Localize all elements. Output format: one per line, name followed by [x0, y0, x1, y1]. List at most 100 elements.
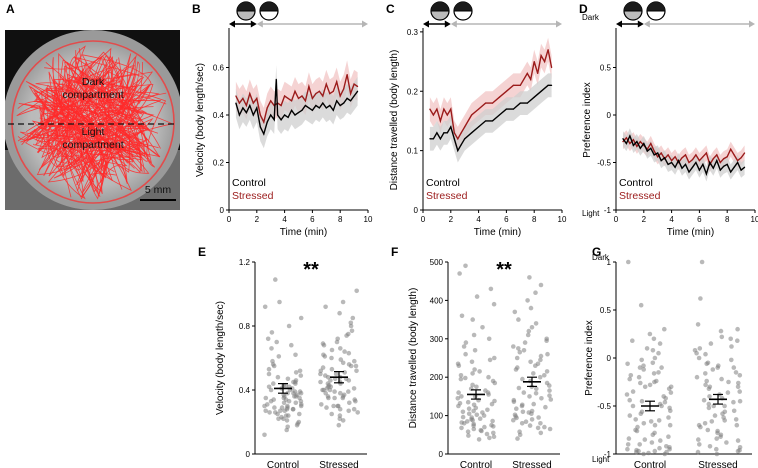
scatter-point-stressed [714, 446, 719, 452]
scatter-point-control [271, 381, 276, 386]
scatter-point-control [285, 405, 290, 410]
scatter-point-control [486, 392, 491, 397]
x-tick-label: 10 [558, 215, 567, 224]
scatter-point-stressed [352, 397, 358, 402]
scatter-point-stressed [533, 290, 538, 296]
data-point [684, 154, 687, 156]
data-point [450, 126, 452, 128]
scatter-point-stressed [512, 309, 518, 315]
scatter-point-stressed [318, 379, 323, 385]
scatter-point-control [491, 434, 497, 440]
y-tick-label: 500 [430, 258, 444, 267]
scatter-point-stressed [346, 378, 352, 383]
scatter-point-stressed [547, 383, 552, 388]
trajectory-segment [23, 54, 143, 161]
scatter-point-stressed [320, 341, 326, 346]
data-point [329, 93, 331, 95]
scatter-point-stressed [353, 363, 359, 369]
scatter-point-stressed [531, 371, 536, 376]
trajectory-segment [66, 48, 147, 198]
x-tick-label: 0 [227, 215, 232, 224]
data-point [505, 108, 507, 110]
scatter-point-control [274, 339, 280, 345]
scatter-point-control [463, 351, 468, 357]
scatter-point-stressed [737, 389, 742, 394]
data-point [242, 107, 244, 109]
scatter-point-stressed [337, 406, 343, 412]
scatter-point-stressed [338, 346, 343, 351]
scatter-point-control [663, 396, 668, 401]
scatter-point-stressed [731, 399, 736, 405]
x-axis-label: Time (min) [474, 227, 521, 238]
y-axis-label: Velocity (body length/sec) [215, 301, 226, 415]
y-tick-label: 0 [439, 450, 444, 459]
scatter-point-stressed [547, 393, 552, 398]
data-point [636, 145, 638, 147]
scatter-point-stressed [737, 398, 743, 404]
scatter-point-control [466, 433, 471, 438]
scatter-point-stressed [319, 402, 324, 407]
data-point [695, 161, 697, 164]
scatter-point-stressed [341, 392, 347, 398]
scatter-point-control [465, 399, 471, 405]
y-tick-label: 0 [607, 111, 612, 120]
scatter-point-control [642, 437, 648, 442]
scatter-point-control [286, 323, 292, 329]
data-point [530, 78, 532, 80]
legend-control: Control [619, 177, 653, 189]
scale-bar-label: 5 mm [145, 184, 172, 196]
scatter-point-stressed [516, 346, 521, 351]
scatter-point-control [466, 411, 472, 417]
light-phase-arrow [643, 20, 755, 28]
data-point [622, 141, 624, 143]
light-compartment-label-1: Light [82, 126, 105, 138]
data-point [674, 156, 676, 158]
scatter-point-control [474, 294, 480, 299]
trajectory-segment [28, 70, 149, 158]
scatter-point-control [649, 440, 655, 445]
data-point [343, 102, 345, 104]
data-point [540, 55, 542, 57]
data-point [277, 114, 279, 116]
scatter-point-control [477, 416, 483, 422]
scatter-point-stressed [722, 403, 727, 409]
data-point [311, 97, 313, 99]
scatter-point-control [656, 370, 661, 375]
scatter-point-stressed [735, 326, 740, 332]
scatter-point-stressed [526, 328, 532, 334]
data-point [453, 132, 455, 134]
scatter-point-control [625, 446, 630, 452]
trajectory-segment [42, 53, 136, 179]
scatter-point-control [460, 409, 466, 415]
scatter-point-control [657, 341, 663, 346]
data-point [478, 108, 480, 110]
light-phase-half-icon [260, 2, 278, 11]
data-point [540, 90, 542, 92]
y-axis-label: Preference index [582, 82, 593, 158]
scatter-point-control [483, 388, 488, 393]
scatter-point-control [651, 336, 657, 342]
data-point [671, 160, 673, 162]
trajectory-segment [56, 61, 142, 182]
data-point [446, 132, 448, 134]
scatter-point-control [630, 338, 635, 344]
data-point [695, 154, 697, 156]
scatter-point-stressed [724, 440, 729, 445]
data-point [723, 158, 725, 160]
scatter-point-control [492, 380, 498, 386]
light-phase-arrow-head-left [450, 20, 457, 28]
data-point [245, 104, 247, 107]
scatter-point-control [293, 352, 298, 358]
data-point [249, 93, 251, 95]
data-point [719, 169, 721, 171]
scatter-point-stressed [715, 428, 720, 434]
series-line-stressed [235, 74, 358, 125]
data-point [432, 138, 435, 140]
data-point [730, 171, 732, 173]
scatter-point-control [263, 408, 269, 414]
scatter-point-stressed [733, 370, 739, 375]
trajectory-segment [30, 56, 146, 174]
dark-compartment-label-1: Dark [82, 76, 105, 88]
scatter-point-stressed [329, 355, 334, 361]
scatter-point-control [272, 405, 277, 410]
